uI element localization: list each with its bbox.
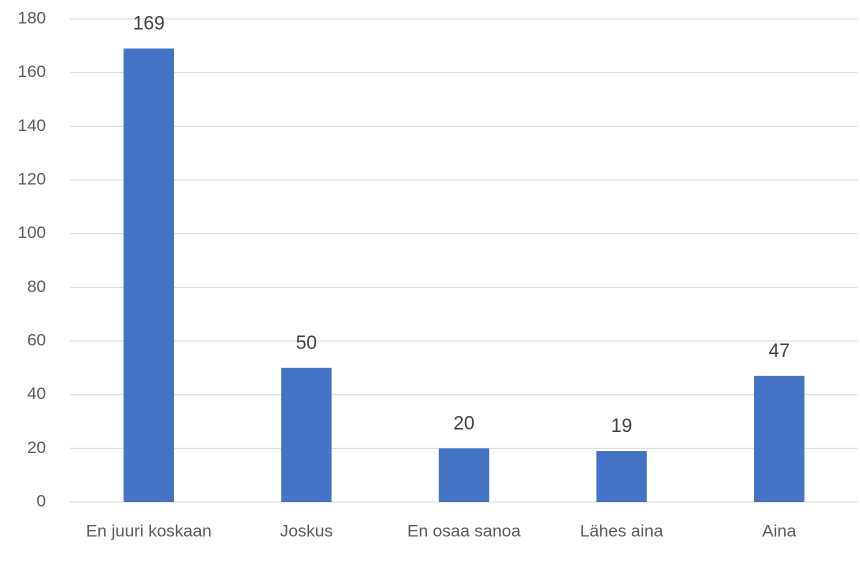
y-tick-label: 180: [18, 8, 46, 27]
value-label: 169: [133, 14, 165, 35]
y-tick-label: 80: [27, 277, 46, 296]
x-tick-label: Lähes aina: [580, 521, 664, 540]
value-label: 19: [611, 416, 632, 437]
y-tick-label: 20: [27, 438, 46, 457]
y-tick-label: 160: [18, 62, 46, 81]
y-tick-label: 40: [27, 384, 46, 403]
x-tick-label: En osaa sanoa: [407, 521, 521, 540]
y-tick-label: 100: [18, 223, 46, 242]
value-label: 47: [769, 341, 790, 362]
y-tick-label: 0: [37, 491, 46, 510]
x-tick-label: En juuri koskaan: [86, 521, 212, 540]
bar: [281, 367, 332, 502]
value-label: 50: [296, 333, 317, 354]
x-tick-label: Joskus: [280, 521, 333, 540]
y-tick-label: 60: [27, 330, 46, 349]
bar: [438, 448, 490, 502]
y-tick-label: 120: [18, 169, 46, 188]
x-tick-label: Aina: [762, 521, 797, 540]
bar: [596, 451, 647, 502]
bar: [753, 375, 805, 502]
bar: [123, 48, 175, 503]
y-tick-label: 140: [18, 116, 46, 135]
value-label: 20: [453, 413, 474, 434]
